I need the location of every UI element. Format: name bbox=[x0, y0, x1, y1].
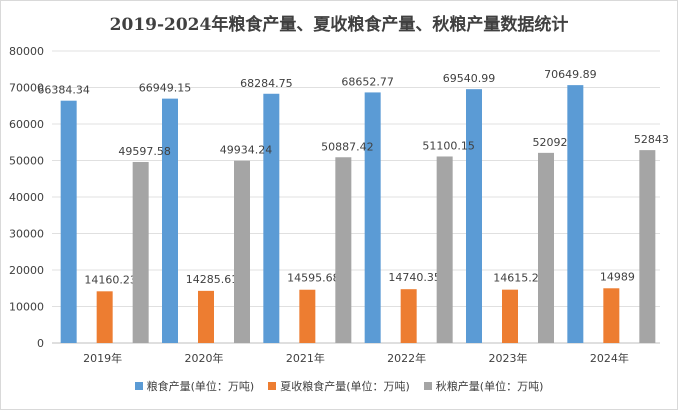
bar bbox=[567, 85, 584, 343]
data-label: 14285.61 bbox=[186, 273, 239, 286]
chart-title: 2019-2024年粮食产量、夏收粮食产量、秋粮产量数据统计 bbox=[109, 15, 569, 35]
y-tick-label: 60000 bbox=[9, 118, 44, 131]
y-tick-label: 70000 bbox=[9, 82, 44, 95]
bar bbox=[96, 291, 113, 343]
x-tick-label: 2022年 bbox=[387, 351, 426, 365]
data-label: 14615.2 bbox=[493, 272, 539, 285]
y-tick-label: 10000 bbox=[9, 301, 44, 314]
data-label: 66949.15 bbox=[139, 82, 192, 95]
bar bbox=[400, 289, 417, 343]
data-label: 68652.77 bbox=[341, 75, 394, 88]
legend-label-summer: 夏收粮食产量(单位：万吨) bbox=[280, 380, 410, 393]
bar bbox=[364, 92, 381, 343]
bar bbox=[538, 152, 554, 343]
data-label: 49934.24 bbox=[220, 144, 273, 157]
x-tick-label: 2023年 bbox=[489, 351, 528, 365]
data-label: 14160.23 bbox=[84, 273, 137, 286]
bar bbox=[263, 93, 280, 343]
data-label: 14989 bbox=[600, 270, 635, 283]
bar bbox=[234, 160, 250, 343]
legend-swatch-total bbox=[134, 382, 143, 390]
y-tick-label: 50000 bbox=[9, 155, 44, 168]
data-label: 14740.35 bbox=[388, 271, 441, 284]
y-tick-label: 40000 bbox=[9, 191, 44, 204]
legend-item-summer: 夏收粮食产量(单位：万吨) bbox=[268, 378, 410, 394]
data-label: 52092 bbox=[533, 136, 568, 149]
x-tick-label: 2024年 bbox=[590, 351, 629, 365]
bar bbox=[603, 288, 620, 343]
data-label: 52843 bbox=[634, 133, 669, 146]
legend-swatch-summer bbox=[268, 382, 277, 390]
data-label: 68284.75 bbox=[240, 77, 293, 90]
legend-item-autumn: 秋粮产量(单位：万吨) bbox=[423, 378, 544, 394]
data-label: 51100.15 bbox=[422, 139, 475, 152]
x-tick-label: 2021年 bbox=[286, 351, 325, 365]
y-tick-label: 20000 bbox=[9, 264, 44, 277]
x-tick-label: 2019年 bbox=[83, 351, 122, 365]
bar bbox=[466, 89, 482, 343]
legend-label-autumn: 秋粮产量(单位：万吨) bbox=[435, 380, 544, 393]
bar bbox=[132, 161, 149, 343]
y-tick-label: 0 bbox=[37, 337, 44, 350]
legend-swatch-autumn bbox=[423, 382, 432, 390]
y-tick-label: 30000 bbox=[9, 228, 44, 241]
y-tick-label: 80000 bbox=[9, 45, 44, 58]
bar bbox=[198, 290, 214, 343]
data-label: 49597.58 bbox=[118, 145, 171, 158]
bar bbox=[299, 289, 316, 343]
chart-legend: 粮食产量(单位：万吨) 夏收粮食产量(单位：万吨) 秋粮产量(单位：万吨) bbox=[0, 378, 678, 394]
data-label: 50887.42 bbox=[321, 140, 374, 153]
bar bbox=[162, 98, 178, 343]
bar bbox=[502, 289, 518, 343]
data-label: 14595.68 bbox=[287, 272, 340, 285]
bar bbox=[60, 100, 77, 343]
legend-label-total: 粮食产量(单位：万吨) bbox=[146, 380, 255, 393]
legend-item-total: 粮食产量(单位：万吨) bbox=[134, 378, 255, 394]
data-label: 70649.89 bbox=[544, 68, 597, 81]
data-label: 69540.99 bbox=[443, 72, 496, 85]
bar bbox=[335, 157, 352, 343]
x-tick-label: 2020年 bbox=[185, 351, 224, 365]
bar bbox=[436, 156, 453, 343]
bar bbox=[639, 150, 656, 343]
data-label: 66384.34 bbox=[37, 84, 90, 97]
